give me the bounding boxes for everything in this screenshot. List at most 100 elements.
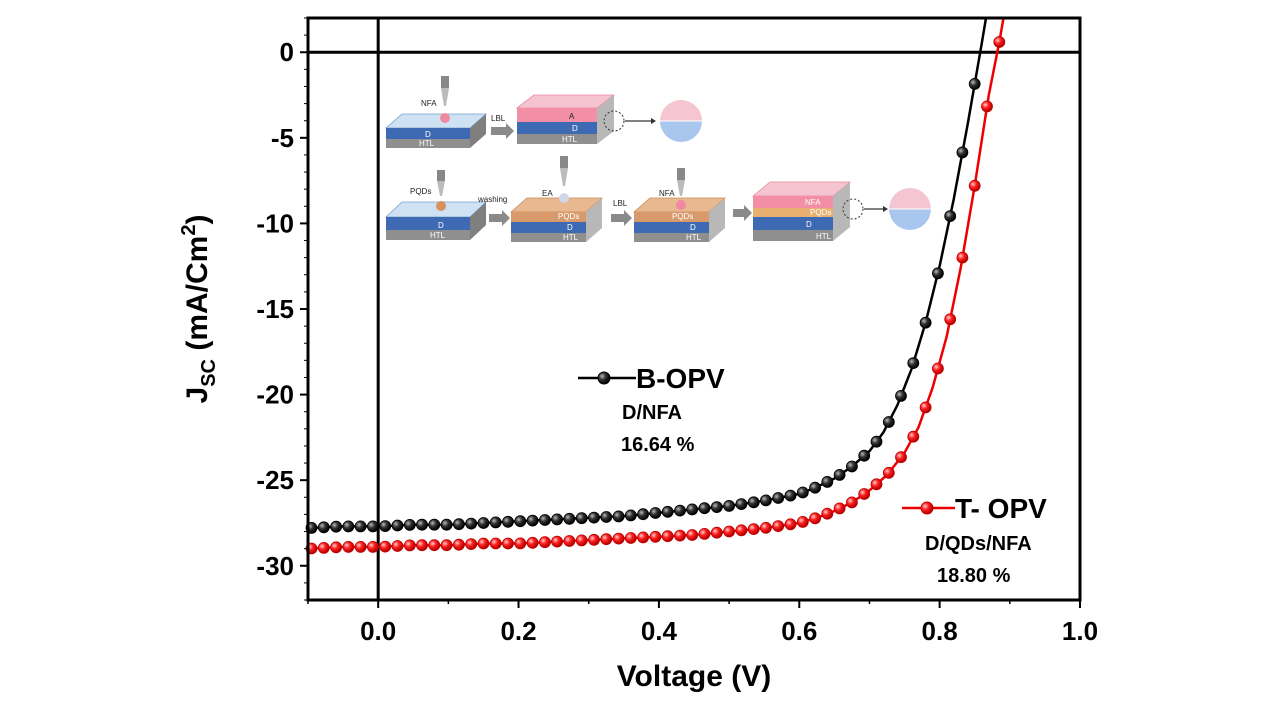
- series-1-point: [403, 539, 416, 552]
- series-0-point: [612, 510, 625, 523]
- series-0-point: [932, 267, 944, 280]
- series-1-point: [637, 531, 649, 544]
- series-1-point: [846, 496, 858, 509]
- series-1-point: [956, 251, 969, 264]
- series-1-point: [624, 532, 637, 544]
- stack-a-d-htl: A D HTL: [515, 94, 656, 144]
- label-lbl-1: LBL: [491, 114, 506, 123]
- series-0-point: [772, 492, 785, 504]
- label-htl-2: HTL: [562, 135, 578, 144]
- series-0-point: [686, 503, 699, 516]
- label-nfa-2: NFA: [659, 189, 675, 198]
- series-0-point: [539, 514, 551, 526]
- series-1-point: [391, 540, 404, 552]
- series-0-point: [674, 504, 686, 517]
- series-0-point: [526, 514, 539, 527]
- label-htl-4: HTL: [686, 233, 702, 242]
- series-1-point: [416, 539, 428, 552]
- series-1-point: [588, 533, 600, 546]
- series-0-point: [661, 505, 674, 518]
- series-0-point: [465, 517, 478, 530]
- y-axis-title-close: ): [181, 215, 214, 225]
- pipette-nfa-2: NFA: [659, 168, 686, 210]
- x-tick-label: 1.0: [1062, 616, 1098, 646]
- legend-b-opv: B-OPV D/NFA 16.64 %: [578, 363, 725, 456]
- series-0-point: [489, 516, 502, 529]
- x-tick-labels: 0.0 0.2 0.4 0.6 0.8 1.0: [360, 616, 1098, 646]
- series-1-point: [649, 530, 662, 543]
- series-1-point: [821, 507, 834, 520]
- pipette-nfa-1: NFA: [421, 76, 450, 123]
- series-0-point: [760, 494, 772, 507]
- series-1-point: [354, 541, 367, 553]
- interface-circle-1: [660, 100, 702, 142]
- series-1-point: [932, 362, 944, 375]
- series-1-point: [796, 516, 809, 528]
- arrow-3: [733, 205, 752, 221]
- series-1-point: [698, 528, 711, 540]
- series-1-point: [526, 536, 539, 549]
- series-0-point: [882, 416, 895, 428]
- process-schematic: D HTL NFA LBL A D HTL: [384, 76, 931, 242]
- y-axis-title-sup: 2: [178, 225, 200, 236]
- label-nfa-3: NFA: [805, 198, 821, 207]
- legend-t-opv-subtitle: D/QDs/NFA: [925, 533, 1032, 555]
- series-0-point: [391, 519, 404, 532]
- x-tick-label: 0.4: [641, 616, 678, 646]
- series-0-point: [514, 515, 527, 528]
- series-0-point: [563, 512, 576, 525]
- label-pqds-3: PQDs: [672, 212, 693, 221]
- series-0-point: [723, 499, 735, 512]
- series-1-point: [747, 523, 760, 535]
- y-tick-label: -30: [256, 551, 294, 581]
- series-0-point: [735, 498, 748, 511]
- series-0-point: [833, 468, 846, 481]
- label-d-3: D: [567, 223, 573, 232]
- y-axis-title: JSC (mA/Cm2): [178, 215, 220, 404]
- series-1-point: [944, 313, 957, 326]
- legend-b-opv-efficiency: 16.64 %: [621, 434, 695, 456]
- y-tick-labels: 0 -5 -10 -15 -20 -25 -30: [256, 37, 294, 581]
- series-0-point: [317, 521, 330, 534]
- series-1-point: [772, 520, 785, 532]
- series-1-point: [379, 540, 392, 553]
- y-tick-label: -20: [256, 380, 294, 410]
- label-d-4: D: [690, 223, 696, 232]
- series-1-point: [452, 538, 465, 551]
- series-1-point: [907, 430, 920, 443]
- series-0-point: [477, 517, 490, 529]
- label-pqds-4: PQDs: [810, 208, 831, 217]
- series-0-point: [342, 520, 355, 533]
- y-tick-label: -25: [256, 465, 294, 495]
- series-0-point: [366, 520, 379, 533]
- series-1-point: [760, 521, 772, 534]
- series-1-point: [539, 536, 551, 549]
- series-0-point: [907, 357, 920, 370]
- legend-t-opv-efficiency: 18.80 %: [937, 565, 1011, 587]
- series-1-point: [489, 537, 502, 550]
- series-0-point: [624, 509, 637, 522]
- series-1-point: [784, 518, 797, 531]
- arrow-lbl-1: LBL: [491, 114, 514, 139]
- pipette-pqds: PQDs: [410, 170, 446, 211]
- legend-t-opv: T- OPV D/QDs/NFA 18.80 %: [902, 493, 1047, 587]
- y-axis-title-unit: (mA/Cm: [181, 236, 214, 359]
- y-tick-label: -15: [256, 294, 294, 324]
- series-0-point: [502, 515, 514, 528]
- series-1-point: [723, 525, 735, 538]
- stack-nfa-pqds: NFA PQDs D HTL: [751, 181, 888, 241]
- series-0-point: [919, 316, 932, 329]
- series-1-point: [870, 478, 883, 491]
- series-layer: [305, 17, 1006, 555]
- series-0-point: [379, 520, 392, 532]
- series-0-point: [551, 513, 563, 526]
- series-0-point: [809, 481, 821, 494]
- series-0-point: [428, 518, 441, 531]
- label-pqds-1: PQDs: [410, 187, 431, 196]
- series-0-point: [330, 520, 343, 533]
- label-htl-5: HTL: [816, 232, 832, 241]
- legend-b-opv-subtitle: D/NFA: [622, 402, 682, 424]
- series-1-point: [661, 530, 674, 543]
- series-1-point: [674, 529, 686, 542]
